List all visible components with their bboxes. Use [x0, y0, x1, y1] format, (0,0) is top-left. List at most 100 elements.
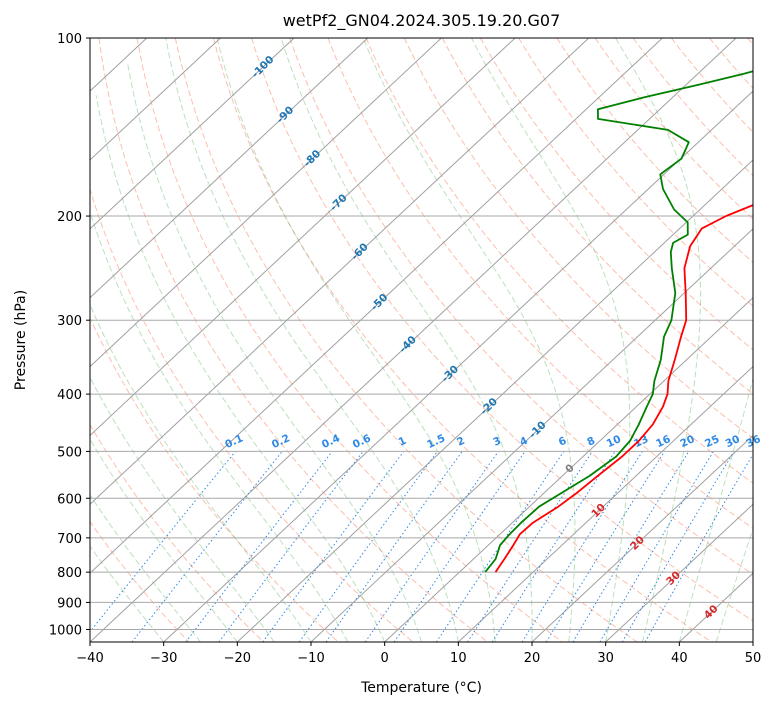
- moist-adiabat: [280, 38, 533, 642]
- x-tick-label: −40: [76, 651, 103, 666]
- dry-adiabat: [365, 38, 753, 484]
- moist-adiabat: [127, 62, 422, 642]
- dry-adiabat: [594, 38, 753, 220]
- plot-background: [90, 38, 753, 642]
- mixing-ratio-line: [298, 451, 438, 642]
- isotherm-line: [236, 159, 753, 642]
- x-tick-label: −20: [224, 651, 251, 666]
- y-axis-title: Pressure (hPa): [13, 290, 29, 390]
- mixing-ratio-line: [467, 451, 593, 642]
- x-tick-label: 40: [671, 651, 688, 666]
- isotherm-line: [90, 38, 737, 642]
- profile-series: [484, 70, 753, 573]
- dry-adiabat: [632, 38, 753, 177]
- x-tick-label: 50: [745, 651, 762, 666]
- y-tick-label: 200: [57, 210, 82, 225]
- dry-adiabat: [289, 38, 753, 575]
- y-tick-label: 100: [57, 32, 82, 47]
- isotherm-line: [752, 641, 753, 642]
- isotherm-line: [90, 38, 663, 574]
- mixing-ratio-label: 3: [491, 435, 503, 449]
- isotherm-line: [310, 228, 753, 642]
- mixing-ratio-line: [545, 451, 666, 642]
- moist-adiabat: [471, 38, 631, 642]
- isotherm-line: [90, 38, 221, 161]
- y-tick-label: 500: [57, 445, 82, 460]
- x-axis-title: Temperature (°C): [360, 680, 482, 696]
- isotherm-line: [384, 296, 753, 642]
- moist-adiabat: [90, 545, 165, 642]
- x-tick-label: −30: [150, 651, 177, 666]
- mixing-ratio-line: [218, 451, 364, 642]
- moist-adiabat: [216, 38, 496, 642]
- mixing-ratio-line: [572, 451, 690, 642]
- mixing-ratio-line: [325, 451, 463, 642]
- dry-adiabat: [174, 38, 638, 642]
- dry-adiabat: [90, 316, 339, 642]
- mixing-ratio-label: 30: [724, 433, 742, 450]
- mixing-ratio-line: [644, 453, 753, 642]
- y-tick-label: 600: [57, 492, 82, 507]
- chart-title: wetPf2_GN04.2024.305.19.20.G07: [283, 11, 561, 31]
- mixing-ratio-label: 25: [703, 433, 721, 450]
- plot-area: [90, 38, 753, 642]
- dry-adiabat: [98, 38, 488, 642]
- y-tick-label: 900: [57, 596, 82, 611]
- mixing-ratio-label: 8: [585, 435, 597, 449]
- x-tick-label: 0: [381, 651, 389, 666]
- mixing-ratio-label: 36: [744, 433, 762, 450]
- y-tick-label: 400: [57, 388, 82, 403]
- moist-adiabat: [165, 38, 459, 642]
- y-tick-label: 1000: [49, 623, 82, 638]
- mixing-ratio-label: 16: [654, 433, 672, 450]
- mixing-ratio-line: [435, 451, 565, 642]
- mixing-ratio-line: [185, 451, 333, 642]
- isotherm-line: [531, 434, 753, 642]
- mixing-ratio-line: [262, 451, 405, 642]
- x-tick-label: 30: [597, 651, 614, 666]
- x-tick-label: −10: [297, 651, 324, 666]
- mixing-ratio-line: [393, 451, 526, 642]
- x-tick-label: 10: [450, 651, 467, 666]
- isotherm-line: [90, 38, 442, 368]
- x-tick-label: 20: [524, 651, 541, 666]
- isotherm-line: [163, 90, 753, 642]
- dry-adiabat: [441, 38, 753, 395]
- mixing-ratio-label: 1: [397, 435, 409, 449]
- mixing-ratio-label: 2: [455, 435, 467, 449]
- background-lines: [0, 38, 753, 642]
- dewpoint-profile-line: [484, 70, 753, 573]
- moist-adiabat: [95, 95, 386, 642]
- y-tick-label: 300: [57, 314, 82, 329]
- dry-adiabat: [90, 187, 414, 642]
- mixing-ratio-line: [491, 451, 616, 642]
- isotherm-line: [90, 38, 516, 437]
- isotherm-line: [90, 38, 369, 299]
- dry-adiabat: [327, 38, 753, 529]
- isotherm-line: [0, 38, 73, 642]
- dry-adiabat: [480, 38, 753, 351]
- axes-frame: [89, 37, 754, 643]
- temperature-profile-line: [494, 204, 753, 573]
- mixing-ratio-label: 4: [518, 435, 530, 449]
- mixing-ratio-label: 6: [557, 435, 569, 449]
- mixing-ratio-label: 13: [632, 433, 650, 450]
- isotherm-line: [90, 38, 590, 505]
- axes: −40 −30 −20 −10 0 10 20 30 40 50 100 200 300 400 500 60…: [49, 32, 761, 666]
- moist-adiabat: [362, 38, 576, 642]
- moist-adiabat: [615, 38, 702, 642]
- isotherm-line: [90, 38, 295, 230]
- mixing-ratio-line: [90, 451, 236, 633]
- isotherm-line: [457, 365, 753, 642]
- dry-adiabat: [136, 38, 563, 642]
- moist-adiabat: [90, 210, 349, 642]
- dry-adiabat: [518, 38, 753, 307]
- isotherm-line: [605, 503, 753, 642]
- moist-adiabat: [90, 438, 238, 642]
- mixing-ratio-label: 20: [678, 433, 696, 450]
- moist-adiabat: [90, 493, 201, 642]
- y-tick-label: 800: [57, 566, 82, 581]
- y-tick-label: 700: [57, 532, 82, 547]
- mixing-ratio-line: [364, 451, 499, 642]
